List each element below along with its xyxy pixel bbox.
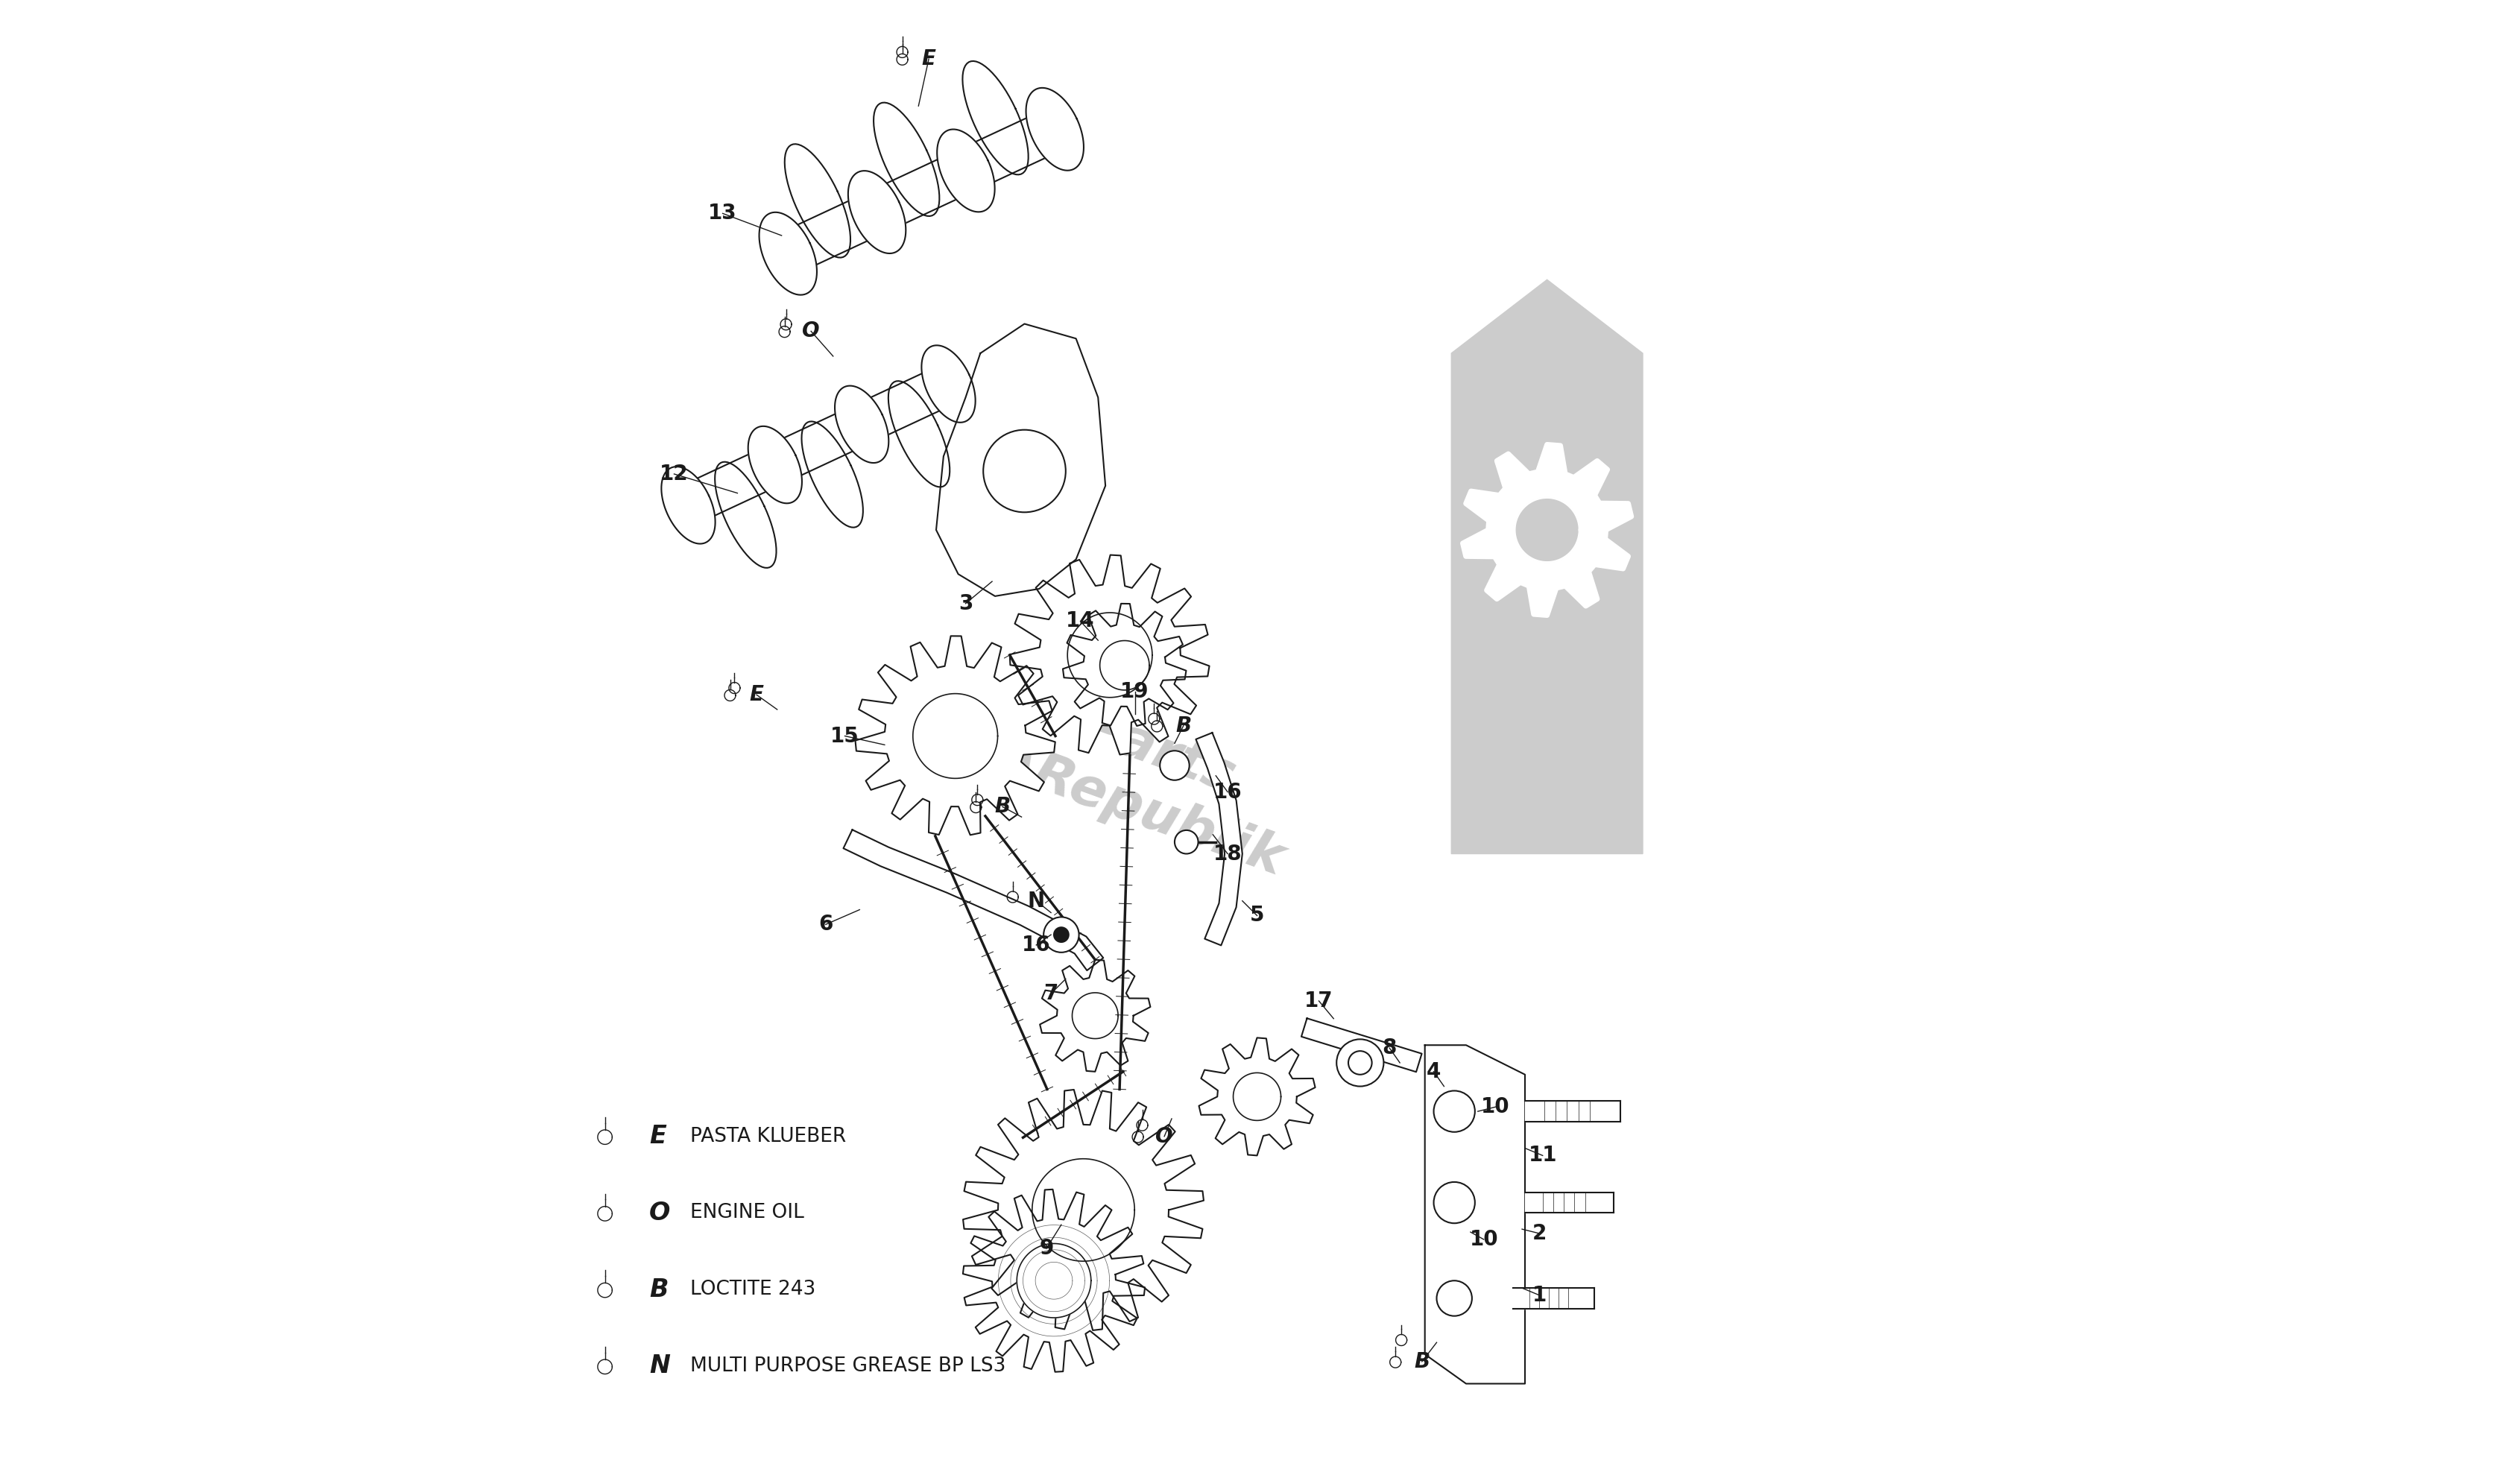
Text: 13: 13 <box>708 203 736 224</box>
Text: 7: 7 <box>1043 983 1058 1004</box>
Polygon shape <box>1462 445 1630 615</box>
Polygon shape <box>1452 280 1643 854</box>
Text: 6: 6 <box>819 914 834 935</box>
Text: 10: 10 <box>1469 1229 1499 1250</box>
Polygon shape <box>963 1189 1144 1372</box>
Circle shape <box>1159 751 1189 780</box>
Polygon shape <box>854 636 1056 835</box>
Circle shape <box>983 430 1066 512</box>
Text: ENGINE OIL: ENGINE OIL <box>690 1203 804 1223</box>
Polygon shape <box>963 1089 1205 1331</box>
Circle shape <box>1434 1182 1474 1223</box>
Circle shape <box>1434 1091 1474 1132</box>
Polygon shape <box>1300 1019 1421 1072</box>
Polygon shape <box>912 693 998 779</box>
Text: PASTA KLUEBER: PASTA KLUEBER <box>690 1126 847 1147</box>
Polygon shape <box>1515 498 1580 562</box>
Text: B: B <box>650 1278 668 1301</box>
Polygon shape <box>1099 640 1149 690</box>
Text: 4: 4 <box>1426 1061 1441 1082</box>
Polygon shape <box>716 462 776 568</box>
Polygon shape <box>660 467 716 543</box>
Polygon shape <box>1512 1288 1595 1309</box>
Polygon shape <box>1063 604 1187 726</box>
Polygon shape <box>1525 1101 1620 1122</box>
Text: 1: 1 <box>1532 1285 1547 1306</box>
Polygon shape <box>748 427 801 503</box>
Circle shape <box>1348 1051 1371 1075</box>
Polygon shape <box>1525 1192 1613 1213</box>
Text: 8: 8 <box>1383 1038 1396 1058</box>
Polygon shape <box>759 212 816 294</box>
Polygon shape <box>935 324 1106 596</box>
Text: B: B <box>1177 715 1192 736</box>
Polygon shape <box>1041 960 1149 1072</box>
Polygon shape <box>779 109 1063 274</box>
Polygon shape <box>849 171 905 253</box>
Polygon shape <box>890 381 950 487</box>
Text: O: O <box>650 1201 670 1225</box>
Text: B: B <box>995 796 1011 817</box>
Text: LOCTITE 243: LOCTITE 243 <box>690 1279 816 1300</box>
Text: 11: 11 <box>1527 1145 1557 1166</box>
Text: 5: 5 <box>1250 905 1265 926</box>
Circle shape <box>1053 927 1068 942</box>
Polygon shape <box>1200 1038 1315 1156</box>
Polygon shape <box>1018 1244 1091 1317</box>
Text: E: E <box>922 49 935 69</box>
Text: MULTI PURPOSE GREASE BP LS3: MULTI PURPOSE GREASE BP LS3 <box>690 1356 1005 1376</box>
Text: 10: 10 <box>1482 1097 1509 1117</box>
Polygon shape <box>922 346 975 422</box>
Polygon shape <box>874 103 940 216</box>
Polygon shape <box>1232 1073 1280 1120</box>
Polygon shape <box>680 365 958 524</box>
Polygon shape <box>1424 1045 1525 1384</box>
Text: E: E <box>748 684 764 705</box>
Circle shape <box>1043 917 1079 952</box>
Polygon shape <box>1068 612 1152 698</box>
Text: N: N <box>1028 891 1046 911</box>
Polygon shape <box>1033 1158 1134 1262</box>
Polygon shape <box>1071 992 1119 1039</box>
Polygon shape <box>1026 88 1084 171</box>
Text: 2: 2 <box>1532 1223 1547 1244</box>
Text: B: B <box>1414 1351 1429 1372</box>
Text: 16: 16 <box>1212 782 1242 802</box>
Polygon shape <box>937 130 995 212</box>
Polygon shape <box>1197 733 1242 945</box>
Text: E: E <box>650 1125 665 1148</box>
Text: O: O <box>1157 1126 1174 1147</box>
Text: 9: 9 <box>1038 1238 1053 1259</box>
Text: 19: 19 <box>1121 682 1149 702</box>
Text: 16: 16 <box>1021 935 1051 955</box>
Polygon shape <box>801 421 862 527</box>
Text: Parts
ARepublik: Parts ARepublik <box>988 676 1313 885</box>
Text: 18: 18 <box>1212 843 1242 864</box>
Polygon shape <box>844 830 1104 970</box>
Text: 3: 3 <box>958 593 973 614</box>
Circle shape <box>1336 1039 1383 1086</box>
Text: O: O <box>801 321 819 342</box>
Text: 12: 12 <box>660 464 688 484</box>
Polygon shape <box>963 60 1028 175</box>
Polygon shape <box>834 386 890 462</box>
Text: 14: 14 <box>1066 611 1094 631</box>
Text: 15: 15 <box>832 726 859 746</box>
Text: 17: 17 <box>1305 991 1333 1011</box>
Polygon shape <box>784 144 849 258</box>
Circle shape <box>1174 830 1197 854</box>
Polygon shape <box>1011 555 1210 755</box>
Circle shape <box>1436 1281 1472 1316</box>
Text: N: N <box>650 1354 670 1378</box>
